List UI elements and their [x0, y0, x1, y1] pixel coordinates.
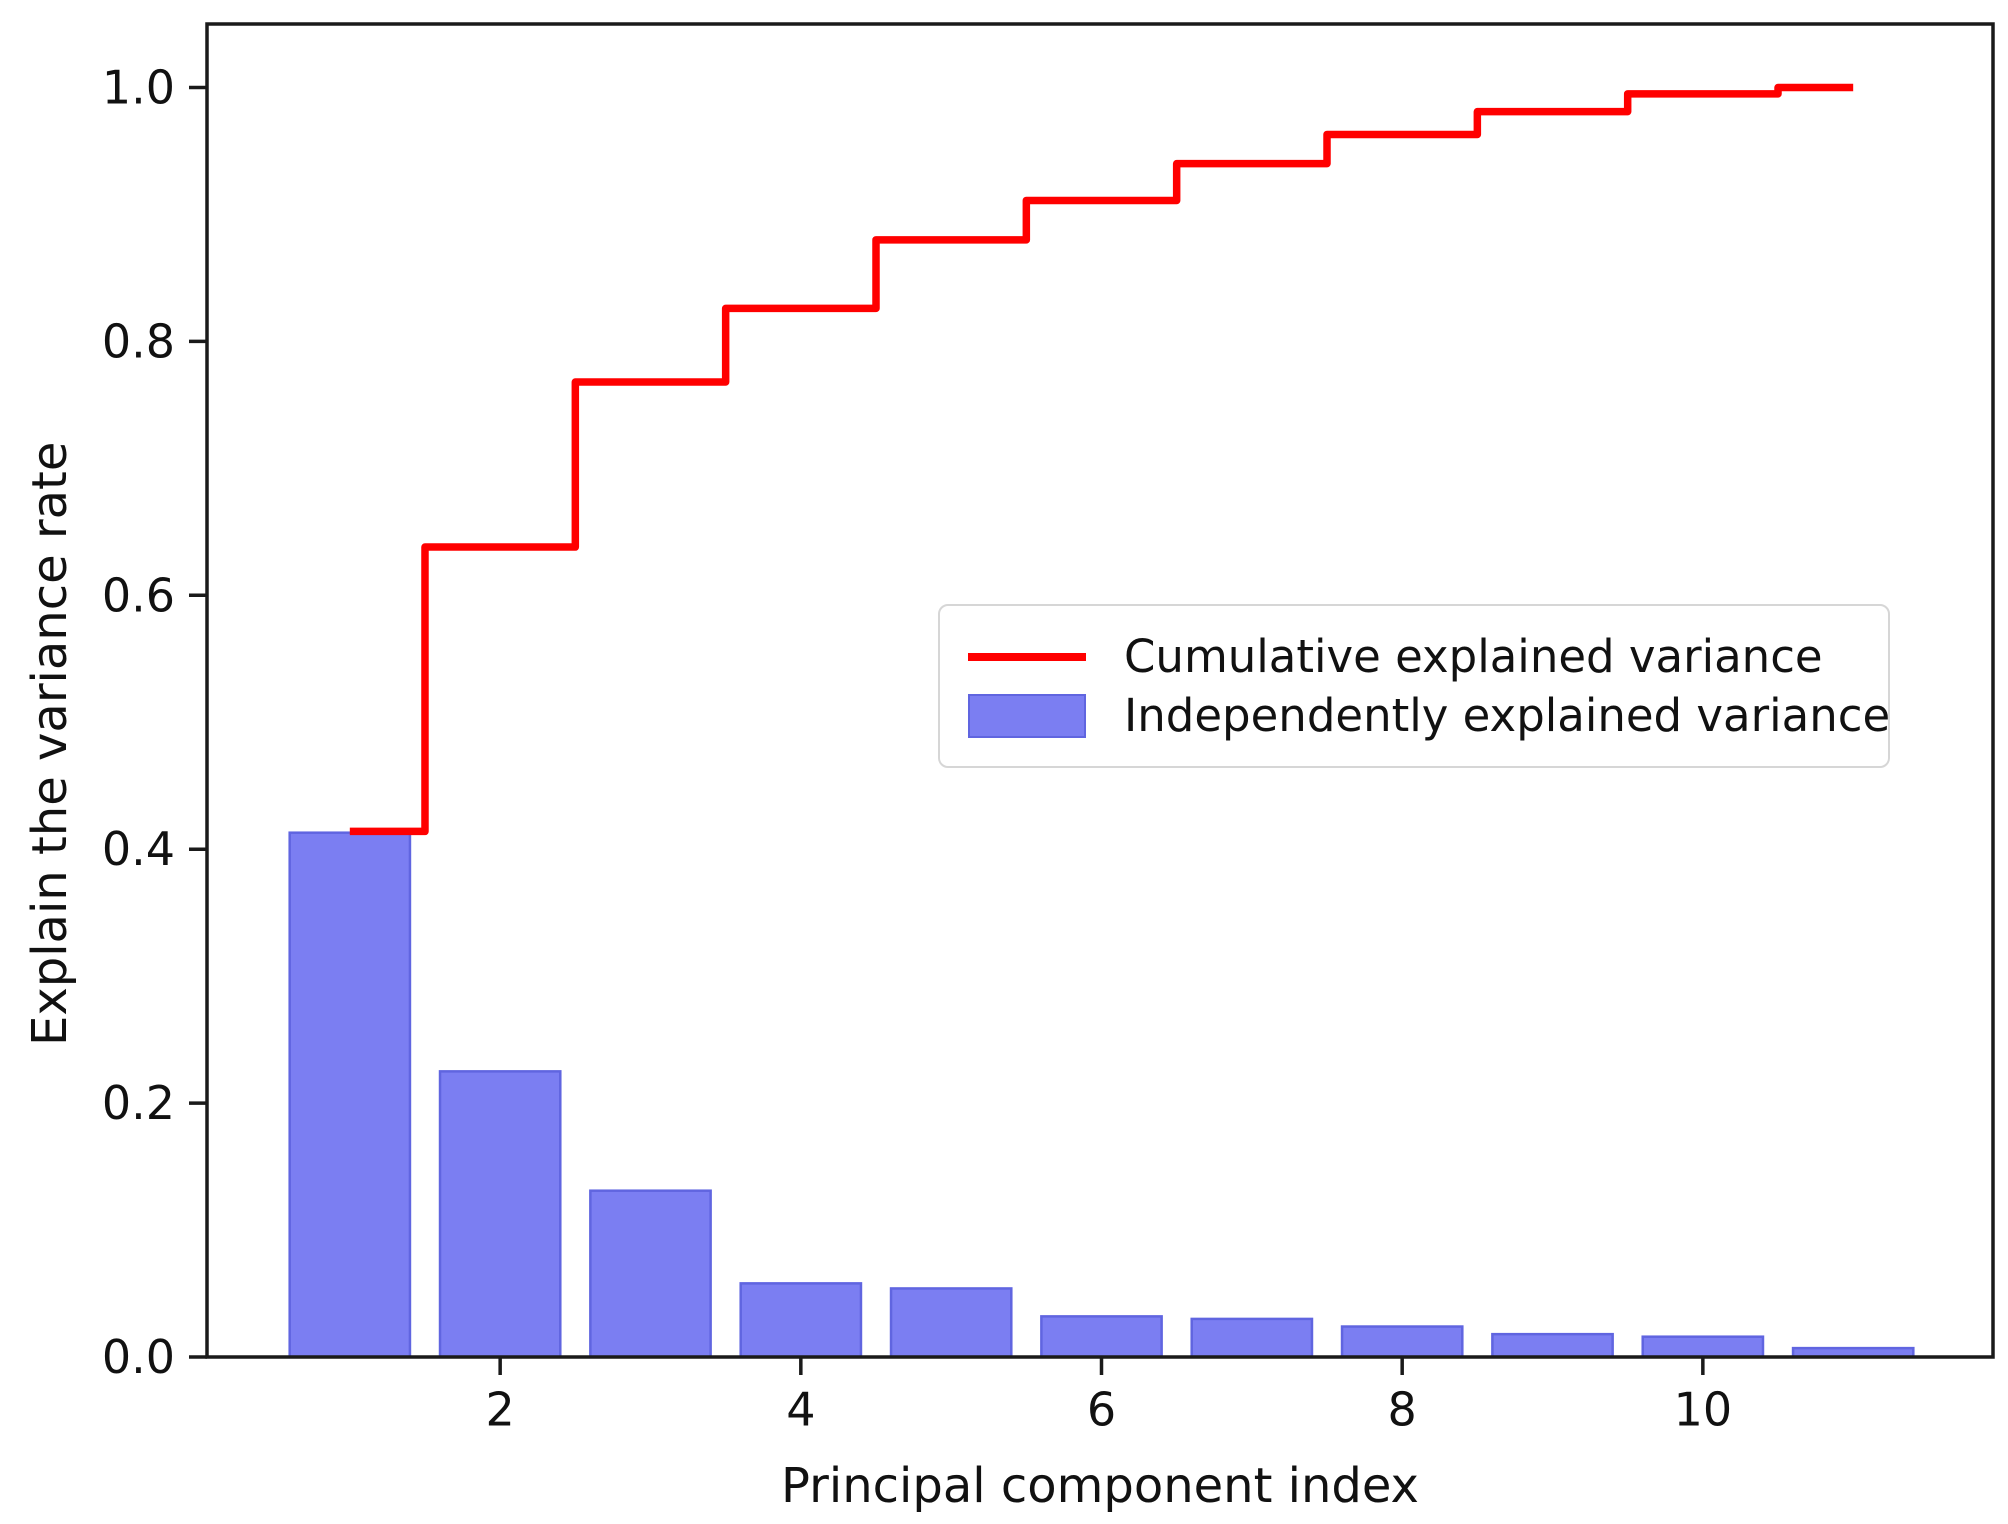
bar-pc-2	[438, 1070, 562, 1359]
legend-label-cumulative: Cumulative explained variance	[1124, 630, 1823, 683]
legend-item-cumulative: Cumulative explained variance	[968, 634, 1860, 679]
x-axis-title: Principal component index	[781, 1458, 1419, 1514]
bar-pc-4	[739, 1282, 863, 1359]
y-tick-label: 0.6	[102, 568, 175, 622]
bar-pc-3	[589, 1189, 712, 1359]
bar-pc-9	[1491, 1332, 1614, 1359]
x-tick-label: 10	[1674, 1382, 1733, 1436]
independent-bar-swatch	[968, 693, 1086, 738]
x-tick-label: 2	[486, 1382, 515, 1436]
y-tick-label: 0.0	[102, 1330, 175, 1384]
y-axis-title: Explain the variance rate	[22, 441, 78, 1046]
y-tick-label: 1.0	[102, 60, 175, 114]
x-tick-label: 8	[1388, 1382, 1417, 1436]
bar-pc-8	[1340, 1325, 1464, 1359]
x-tick-label: 4	[786, 1382, 815, 1436]
legend: Cumulative explained variance Independen…	[938, 604, 1890, 768]
legend-item-independent: Independently explained variance	[968, 693, 1890, 738]
y-tick-label: 0.4	[102, 822, 175, 876]
bar-pc-1	[288, 831, 412, 1359]
x-tick-label: 6	[1087, 1382, 1116, 1436]
bar-pc-10	[1641, 1335, 1765, 1359]
legend-label-independent: Independently explained variance	[1124, 689, 1891, 742]
y-tick-label: 0.2	[102, 1076, 175, 1130]
bar-pc-6	[1040, 1315, 1163, 1359]
bar-pc-7	[1190, 1317, 1314, 1359]
y-tick-label: 0.8	[102, 314, 175, 368]
bar-pc-5	[889, 1287, 1013, 1359]
cumulative-line-swatch	[968, 652, 1086, 661]
cumulative-step-line	[349, 83, 1854, 836]
